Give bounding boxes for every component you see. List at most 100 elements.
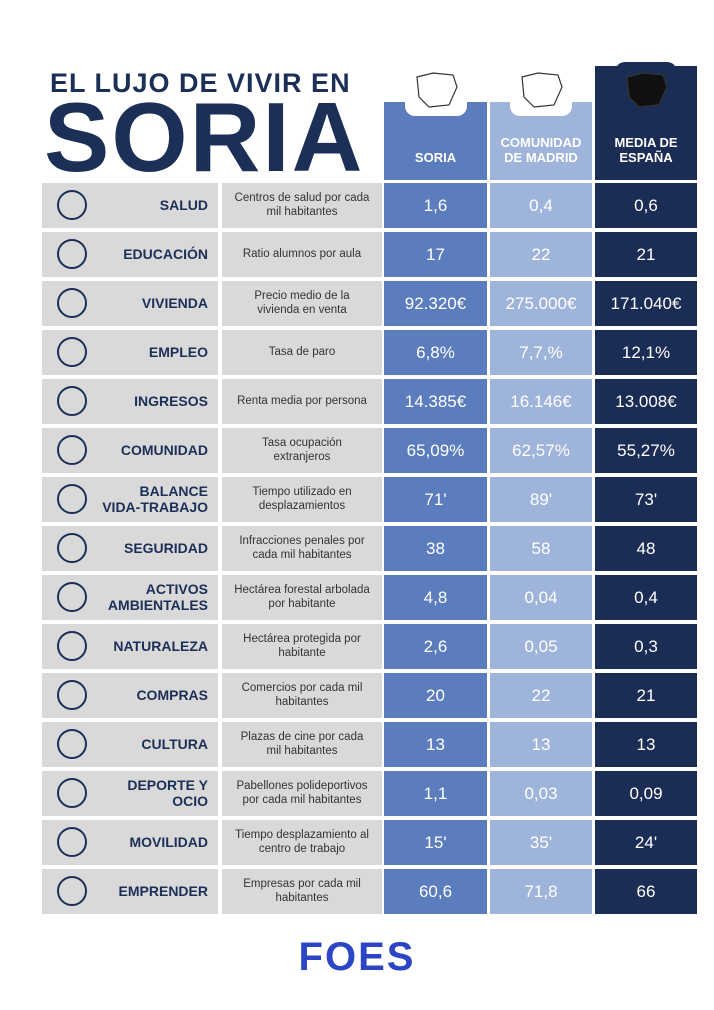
value-cell: 20 [384,673,487,718]
text: 1,6 [423,195,448,215]
value-cell: 60,6 [384,869,487,914]
text: 12,1% [621,342,671,362]
text: Precio medio de la vivienda en venta [254,290,350,316]
text: Infracciones penales por cada mil habita… [239,535,365,561]
text: 13 [531,734,551,754]
value-cell: 66 [595,869,697,914]
row-label: EDUCACIÓN [42,232,218,277]
row-label: COMUNIDAD [42,428,218,473]
text: 0,4 [529,195,553,215]
row-description: Hectárea forestal arbolada por habitante [222,575,382,620]
text: Comercios por cada mil habitantes [241,682,363,708]
row-label: SALUD [42,183,218,228]
row-description: Plazas de cine por cada mil habitantes [222,722,382,767]
value-cell: 0,4 [595,575,697,620]
row-description: Centros de salud por cada mil habitantes [222,183,382,228]
value-cell: 13.008€ [595,379,697,424]
row-icon [57,582,87,612]
row-icon [57,680,87,710]
text: 275.000€ [505,293,577,313]
value-cell: 21 [595,673,697,718]
text: 14.385€ [404,391,467,411]
map-icon [510,62,572,116]
text: 62,57% [512,440,570,460]
text: SEGURIDAD [123,539,208,556]
value-cell: 71' [384,477,487,522]
text: CULTURA [141,735,208,752]
row-icon [57,631,87,661]
value-cell: 0,05 [490,624,592,669]
value-cell: 2,6 [384,624,487,669]
text: Tasa de paro [268,345,336,358]
row-icon [57,778,87,808]
text: 60,6 [418,881,453,901]
text: 48 [636,538,656,558]
row-icon [57,239,87,269]
value-cell: 275.000€ [490,281,592,326]
text: 17 [426,244,445,264]
row-icon [57,827,87,857]
value-cell: 48 [595,526,697,571]
row-label: MOVILIDAD [42,820,218,865]
text: EMPLEO [148,343,208,360]
value-cell: 65,09% [384,428,487,473]
text: Pabellones polideportivos por cada mil h… [236,780,368,806]
value-cell: 15' [384,820,487,865]
row-icon [57,386,87,416]
value-cell: 24' [595,820,697,865]
row-description: Comercios por cada mil habitantes [222,673,382,718]
text: 89' [529,489,553,509]
row-description: Tiempo desplazamiento al centro de traba… [222,820,382,865]
value-cell: 14.385€ [384,379,487,424]
text: 20 [426,685,445,705]
value-cell: 171.040€ [595,281,697,326]
text: Empresas por cada mil habitantes [243,878,361,904]
kicker: EL LUJO DE VIVIR EN [50,68,351,98]
row-label: EMPLEO [42,330,218,375]
text: Plazas de cine por cada mil habitantes [240,731,364,757]
text: 4,8 [423,587,448,607]
text: 2,6 [423,636,448,656]
text: INGRESOS [134,392,208,409]
text: BALANCE VIDA-TRABAJO [102,483,208,515]
value-cell: 21 [595,232,697,277]
row-label: BALANCE VIDA-TRABAJO [42,477,218,522]
row-description: Ratio alumnos por aula [222,232,382,277]
text: 16.146€ [510,391,572,411]
text: 92.320€ [404,293,467,313]
text: MOVILIDAD [129,833,208,850]
text: 35' [529,832,553,852]
logo: FOES [298,935,416,979]
value-cell: 35' [490,820,592,865]
row-description: Pabellones polideportivos por cada mil h… [222,771,382,816]
text: Renta media por persona [237,394,367,407]
text: 13 [636,734,656,754]
text: 0,05 [524,636,558,656]
value-cell: 55,27% [595,428,697,473]
row-label: EMPRENDER [42,869,218,914]
text: SALUD [159,196,208,213]
value-cell: 92.320€ [384,281,487,326]
text: 171.040€ [610,293,682,313]
text: 6,8% [416,342,455,362]
value-cell: 89' [490,477,592,522]
row-description: Tiempo utilizado en desplazamientos [222,477,382,522]
value-cell: 58 [490,526,592,571]
text: 71' [424,489,447,509]
row-label: COMPRAS [42,673,218,718]
row-icon [57,190,87,220]
value-cell: 0,3 [595,624,697,669]
map-shape [626,72,668,108]
value-cell: 73' [595,477,697,522]
text: EDUCACIÓN [123,245,208,262]
row-label: CULTURA [42,722,218,767]
value-cell: 13 [490,722,592,767]
row-description: Tasa ocupación extranjeros [222,428,382,473]
text: Hectárea protegida por habitante [243,633,361,659]
value-cell: 13 [595,722,697,767]
text: MEDIA DE ESPAÑA [614,135,678,166]
map-icon [615,62,677,116]
text: 55,27% [617,440,675,460]
text: 15' [424,832,447,852]
